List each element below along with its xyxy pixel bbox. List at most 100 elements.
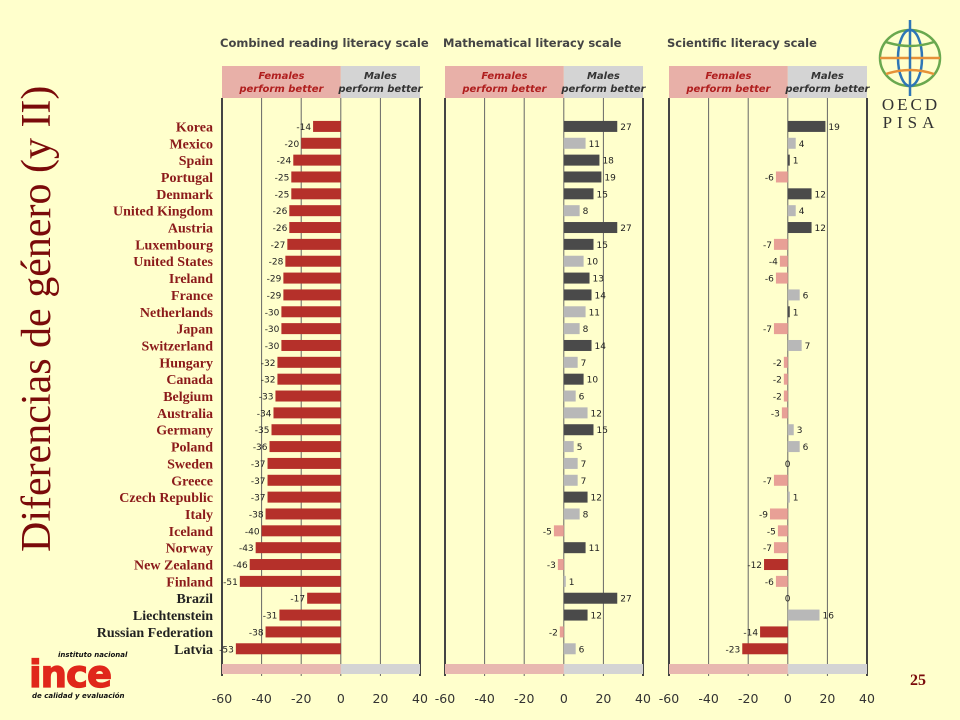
panel-1-bar bbox=[265, 626, 341, 638]
ince-logo-top-text: instituto nacional bbox=[58, 651, 128, 659]
panel-2-x-tick-label: 0 bbox=[560, 691, 568, 706]
ince-logo-bottom-text: de calidad y evaluación bbox=[32, 692, 125, 700]
panel-3-bar bbox=[775, 272, 788, 284]
panel-3-x-tick-label: -20 bbox=[738, 691, 758, 706]
ince-logo-name: ince bbox=[29, 653, 111, 696]
panel-2-bar bbox=[553, 525, 564, 537]
panel-3-bar bbox=[787, 491, 790, 503]
panel-2-bar bbox=[563, 474, 578, 486]
panel-1-bar bbox=[283, 272, 341, 284]
panel-2-bar bbox=[563, 592, 618, 604]
panel-2-value-label: 14 bbox=[595, 291, 607, 301]
panel-2-bottom-band bbox=[445, 664, 643, 674]
panel-2-bar bbox=[563, 424, 594, 436]
panel-1-bar bbox=[291, 188, 341, 200]
panel-2-bar bbox=[563, 289, 592, 301]
country-label: Finland bbox=[166, 575, 213, 590]
panel-1-x-tick-label: -60 bbox=[212, 691, 232, 706]
country-label: France bbox=[171, 289, 213, 304]
country-label: Liechtenstein bbox=[133, 609, 213, 624]
panel-2-value-label: 13 bbox=[593, 275, 604, 285]
panel-3-value-label: -2 bbox=[773, 376, 782, 386]
panel-3-value-label: -2 bbox=[773, 393, 782, 403]
panel-1-bar bbox=[255, 542, 341, 554]
country-label: Germany bbox=[156, 424, 213, 439]
panel-1-females-header-line1: Females bbox=[258, 71, 304, 82]
panel-3-bar bbox=[764, 559, 788, 571]
panel-3-value-label: -7 bbox=[763, 477, 772, 487]
panel-1-x-tick-label: -40 bbox=[251, 691, 271, 706]
panel-2-value-label: 15 bbox=[597, 426, 608, 436]
panel-2-value-label: 6 bbox=[579, 393, 585, 403]
panel-2-bar bbox=[563, 171, 602, 183]
panel-3-value-label: 0 bbox=[785, 460, 791, 470]
panel-3-value-label: -7 bbox=[763, 325, 772, 335]
panel-1-bar bbox=[267, 474, 341, 486]
panel-1-bar bbox=[293, 154, 341, 166]
panel-1-bottom-band-males bbox=[340, 664, 420, 674]
panel-1-bar bbox=[307, 592, 341, 604]
panel-3-value-label: 1 bbox=[793, 157, 799, 167]
panel-2-bar bbox=[563, 575, 566, 587]
panel-2-value-label: 27 bbox=[620, 595, 631, 605]
panel-3-value-label: 19 bbox=[828, 123, 840, 133]
panel-3-bar bbox=[773, 474, 788, 486]
country-label: Japan bbox=[176, 323, 213, 338]
country-label: Norway bbox=[166, 542, 213, 557]
panel-2-value-label: 10 bbox=[587, 376, 599, 386]
panel-3-value-label: 4 bbox=[799, 140, 805, 150]
panel-3-males-header-line1: Males bbox=[811, 71, 844, 82]
panel-3-value-label: -6 bbox=[765, 578, 774, 588]
panel-3-bar bbox=[787, 205, 796, 217]
panel-1-x-tick-label: 0 bbox=[337, 691, 345, 706]
panel-3-females-header-bg bbox=[669, 66, 788, 98]
panel-2-bar bbox=[563, 154, 600, 166]
panel-3-value-label: -9 bbox=[759, 510, 768, 520]
panel-3-bar bbox=[769, 508, 788, 520]
panel-2-females-header-line1: Females bbox=[481, 71, 527, 82]
panel-2-title: Mathematical literacy scale bbox=[443, 36, 622, 50]
panel-2-value-label: 7 bbox=[581, 460, 587, 470]
panel-3-value-label: -5 bbox=[767, 527, 776, 537]
country-label: Denmark bbox=[156, 188, 213, 203]
panel-1-bar bbox=[277, 356, 341, 368]
country-label: Hungary bbox=[159, 356, 213, 371]
panel-3-bar bbox=[787, 339, 802, 351]
panel-1-bar bbox=[313, 120, 341, 132]
panel-2-value-label: 27 bbox=[620, 123, 631, 133]
panel-2-value-label: -2 bbox=[549, 628, 558, 638]
panel-3-value-label: 12 bbox=[815, 190, 826, 200]
panel-1-males-header-line1: Males bbox=[364, 71, 397, 82]
panel-2-females-header-bg bbox=[445, 66, 564, 98]
panel-3-value-label: -7 bbox=[763, 241, 772, 251]
country-label: Belgium bbox=[163, 390, 213, 405]
panel-1-x-tick-label: 40 bbox=[412, 691, 428, 706]
panel-1-bar bbox=[267, 491, 341, 503]
panel-2-bar bbox=[557, 559, 564, 571]
panel-1-value-label: -51 bbox=[223, 578, 238, 588]
panel-1-value-label: -29 bbox=[267, 291, 282, 301]
panel-1-value-label: -30 bbox=[265, 342, 280, 352]
panel-1-value-label: -30 bbox=[265, 325, 280, 335]
panel-3-bar bbox=[787, 137, 796, 149]
panel-3-bar bbox=[775, 575, 788, 587]
panel-3-bar bbox=[787, 609, 820, 621]
panel-1-value-label: -29 bbox=[267, 275, 282, 285]
panel-1-value-label: -32 bbox=[261, 359, 276, 369]
panel-1-bar bbox=[239, 575, 341, 587]
panel-2-bar bbox=[563, 222, 618, 234]
panel-3-bar bbox=[787, 154, 790, 166]
panel-2-value-label: 6 bbox=[579, 645, 585, 655]
panel-3-x-tick-label: 0 bbox=[784, 691, 792, 706]
page-number: 25 bbox=[910, 672, 926, 689]
panel-2-bar bbox=[563, 356, 578, 368]
panel-2-bar bbox=[563, 339, 592, 351]
panel-3-value-label: 1 bbox=[793, 494, 799, 504]
country-label: Switzerland bbox=[141, 339, 213, 354]
panel-2-males-header-line1: Males bbox=[587, 71, 620, 82]
panel-2-males-header-line2: perform better bbox=[560, 84, 646, 95]
panel-1-bar bbox=[249, 559, 341, 571]
panel-1-bar bbox=[277, 373, 341, 385]
panel-3-bar bbox=[773, 323, 788, 335]
